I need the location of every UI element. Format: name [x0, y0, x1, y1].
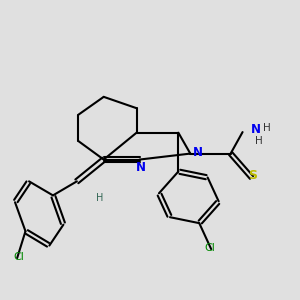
Text: N: N — [193, 146, 203, 159]
Text: Cl: Cl — [204, 243, 215, 253]
Text: Cl: Cl — [13, 252, 24, 262]
Text: H: H — [95, 194, 103, 203]
Text: H: H — [255, 136, 263, 146]
Text: N: N — [136, 161, 146, 174]
Text: S: S — [248, 169, 257, 182]
Text: N: N — [251, 123, 261, 136]
Text: H: H — [263, 123, 271, 133]
